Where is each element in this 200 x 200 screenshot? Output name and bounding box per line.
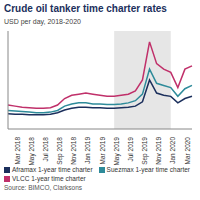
svg-text:Sep 2018: Sep 2018 [56, 137, 64, 165]
svg-text:Jan 2020: Jan 2020 [169, 137, 176, 164]
html-text:USD per day, 2018-2020: USD per day, 2018-2020 [4, 18, 81, 25]
html-text:Crude oil tanker time charter: Crude oil tanker time charter rates [4, 3, 167, 14]
html-text:VLCC 1-year time charter: VLCC 1-year time charter [12, 175, 86, 182]
svg-text:Mar 2020: Mar 2020 [184, 137, 191, 165]
svg-text:Jul 2019: Jul 2019 [127, 137, 134, 162]
svg-text:Nov 2019: Nov 2019 [155, 137, 162, 165]
svg-text:Mar 2018: Mar 2018 [14, 137, 21, 165]
svg-text:May 2019: May 2019 [113, 137, 121, 165]
html-text:Source: BIMCO, Clarksons: Source: BIMCO, Clarksons [4, 184, 82, 191]
html-text:Aframax 1-year time charter: Aframax 1-year time charter [12, 166, 93, 173]
svg-text:Jul 2018: Jul 2018 [42, 137, 49, 162]
html-text:Suezmax 1-year time charter: Suezmax 1-year time charter [106, 166, 190, 173]
svg-text:Jan 2019: Jan 2019 [84, 137, 91, 164]
svg-text:May 2018: May 2018 [28, 137, 36, 165]
svg-text:Nov 2018: Nov 2018 [70, 137, 77, 165]
svg-text:Mar 2019: Mar 2019 [99, 137, 106, 165]
svg-text:Sep 2019: Sep 2019 [141, 137, 149, 165]
